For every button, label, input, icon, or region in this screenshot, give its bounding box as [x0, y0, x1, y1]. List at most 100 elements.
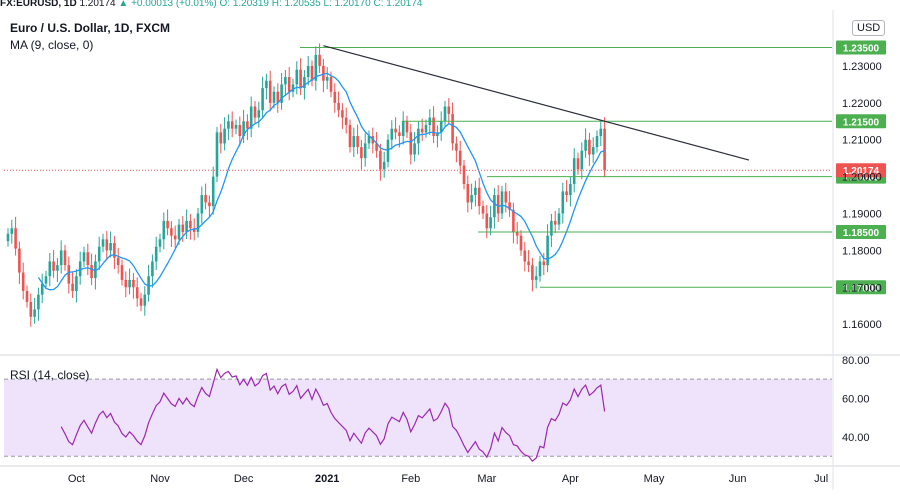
candle-body — [33, 309, 36, 317]
symbol-name[interactable]: FX:EURUSD, 1D — [0, 0, 77, 9]
candle-body — [493, 195, 496, 218]
price-change: ▲ +0.00013 (+0.01%) — [118, 0, 217, 9]
time-tick-label: May — [644, 473, 665, 485]
candle-body — [580, 150, 584, 170]
candle-body — [413, 143, 416, 155]
candle-body — [128, 279, 131, 288]
candle-body — [485, 213, 489, 229]
candle-body — [561, 191, 565, 214]
candle-body — [322, 65, 325, 81]
price-tick-label: 1.18000 — [842, 245, 882, 257]
candle-body — [375, 143, 378, 151]
candle-body — [44, 276, 48, 284]
symbol-header: FX:EURUSD, 1D 1.20174 ▲ +0.00013 (+0.01%… — [0, 0, 900, 10]
candle-body — [158, 239, 162, 247]
candle-body — [173, 235, 177, 240]
candle-body — [230, 121, 234, 129]
candle-body — [162, 220, 166, 240]
candle-body — [569, 184, 572, 196]
candle-body — [48, 261, 52, 277]
candle-body — [531, 265, 534, 280]
candle-body — [75, 276, 78, 291]
price-tick-label: 1.23000 — [842, 61, 882, 73]
candle-body — [265, 80, 268, 89]
candle-body — [52, 261, 55, 271]
candle-body — [553, 220, 557, 225]
candle-body — [557, 213, 561, 225]
candle-body — [67, 265, 71, 284]
candle-body — [181, 224, 185, 232]
candle-body — [299, 69, 302, 89]
candle-body — [196, 213, 200, 232]
candle-body — [177, 224, 181, 240]
rsi-legend[interactable]: RSI (14, close) — [10, 368, 90, 382]
candle-body — [603, 128, 606, 171]
time-tick-label: Oct — [68, 473, 85, 485]
candle-body — [268, 80, 272, 103]
candle-body — [29, 302, 33, 317]
candle-body — [599, 128, 603, 137]
candle-body — [466, 184, 470, 203]
candle-body — [143, 294, 147, 306]
candle-body — [310, 65, 314, 81]
last-price: 1.20174 — [79, 0, 116, 9]
candle-body — [120, 265, 124, 280]
ma-legend[interactable]: MA (9, close, 0) — [10, 38, 94, 52]
candle-body — [59, 250, 63, 266]
currency-button[interactable]: USD — [852, 20, 886, 36]
candle-body — [500, 191, 504, 214]
candle-body — [458, 150, 462, 166]
candle-body — [101, 239, 105, 247]
candle-body — [474, 187, 477, 196]
candle-body — [394, 128, 397, 133]
level-tag-label: 1.23500 — [843, 44, 880, 55]
rsi-line — [60, 367, 606, 462]
ohlc-high: H: 1.20535 — [271, 0, 321, 9]
candle-body — [113, 243, 116, 258]
ohlc-open: O: 1.20319 — [219, 0, 269, 9]
candle-body — [40, 283, 44, 295]
candle-body — [82, 252, 86, 262]
candle-body — [591, 147, 595, 155]
candle-body — [489, 217, 492, 229]
candle-body — [109, 243, 112, 251]
candle-body — [508, 202, 511, 210]
candle-body — [401, 121, 405, 137]
candle-body — [572, 158, 576, 184]
candle-body — [367, 136, 371, 144]
candle-body — [291, 84, 295, 92]
candle-body — [318, 54, 321, 66]
candle-body — [135, 287, 139, 299]
level-tag-label: 1.20000 — [843, 173, 880, 184]
candle-body — [238, 124, 242, 137]
time-tick-label: Feb — [401, 473, 420, 485]
candle-body — [333, 91, 337, 103]
candle-body — [208, 202, 211, 207]
candle-body — [204, 195, 207, 203]
candle-body — [200, 195, 204, 214]
candle-body — [18, 248, 21, 273]
candle-body — [314, 54, 318, 81]
candle-body — [154, 246, 158, 262]
candle-body — [595, 136, 599, 148]
candle-body — [185, 220, 188, 232]
last-price-tag — [836, 163, 886, 178]
candle-body — [405, 121, 409, 133]
candle-body — [116, 257, 120, 266]
price-tick-label: 1.16000 — [842, 319, 882, 331]
candle-body — [132, 279, 135, 288]
candle-body — [56, 265, 59, 271]
level-tag — [836, 224, 886, 239]
candle-body — [523, 250, 527, 262]
candle-body — [424, 124, 428, 133]
candle-body — [287, 77, 291, 92]
chart-title[interactable]: Euro / U.S. Dollar, 1D, FXCM — [10, 21, 171, 35]
price-tick-label: 1.19000 — [842, 209, 882, 221]
level-tag-label: 1.21500 — [843, 117, 880, 128]
candle-body — [257, 110, 261, 118]
candle-body — [443, 106, 447, 122]
candle-body — [37, 294, 40, 310]
candle-body — [249, 106, 253, 129]
